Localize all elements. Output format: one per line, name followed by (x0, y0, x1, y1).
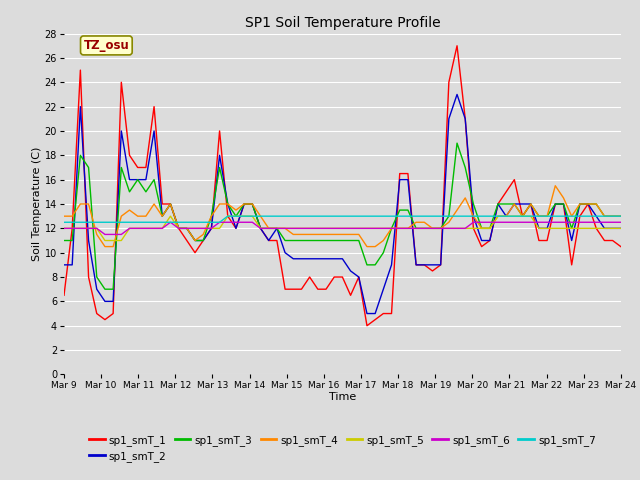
sp1_smT_5 (617, 226, 625, 231)
sp1_smT_7 (166, 219, 174, 225)
sp1_smT_7 (617, 213, 625, 219)
sp1_smT_3 (60, 238, 68, 243)
sp1_smT_2 (609, 226, 616, 231)
sp1_smT_6 (183, 226, 191, 231)
Line: sp1_smT_1: sp1_smT_1 (64, 46, 621, 326)
sp1_smT_1 (166, 201, 174, 207)
sp1_smT_5 (166, 213, 174, 219)
Line: sp1_smT_3: sp1_smT_3 (64, 143, 621, 289)
sp1_smT_1 (150, 104, 158, 109)
Line: sp1_smT_6: sp1_smT_6 (64, 222, 621, 234)
sp1_smT_6 (109, 231, 117, 237)
sp1_smT_5 (609, 226, 616, 231)
Line: sp1_smT_2: sp1_smT_2 (64, 95, 621, 313)
sp1_smT_1 (60, 292, 68, 298)
sp1_smT_6 (502, 219, 510, 225)
sp1_smT_1 (609, 238, 616, 243)
sp1_smT_3 (109, 286, 117, 292)
sp1_smT_2 (453, 92, 461, 97)
sp1_smT_4 (109, 244, 117, 250)
sp1_smT_4 (617, 213, 625, 219)
sp1_smT_7 (388, 213, 396, 219)
Title: SP1 Soil Temperature Profile: SP1 Soil Temperature Profile (244, 16, 440, 30)
sp1_smT_4 (609, 213, 616, 219)
sp1_smT_7 (248, 213, 256, 219)
sp1_smT_7 (224, 213, 232, 219)
sp1_smT_4 (159, 213, 166, 219)
sp1_smT_5 (159, 226, 166, 231)
sp1_smT_1 (101, 317, 109, 323)
sp1_smT_7 (257, 213, 264, 219)
sp1_smT_6 (617, 219, 625, 225)
sp1_smT_2 (388, 262, 396, 268)
sp1_smT_4 (60, 213, 68, 219)
sp1_smT_4 (494, 213, 502, 219)
sp1_smT_3 (388, 226, 396, 231)
sp1_smT_6 (396, 226, 404, 231)
sp1_smT_4 (388, 226, 396, 231)
sp1_smT_3 (101, 286, 109, 292)
sp1_smT_4 (101, 244, 109, 250)
sp1_smT_5 (101, 238, 109, 243)
sp1_smT_3 (175, 226, 182, 231)
sp1_smT_1 (388, 311, 396, 316)
sp1_smT_1 (363, 323, 371, 329)
sp1_smT_1 (453, 43, 461, 48)
sp1_smT_5 (60, 226, 68, 231)
sp1_smT_2 (502, 213, 510, 219)
sp1_smT_2 (150, 128, 158, 134)
sp1_smT_1 (617, 244, 625, 250)
sp1_smT_4 (175, 226, 182, 231)
Line: sp1_smT_7: sp1_smT_7 (64, 216, 621, 222)
sp1_smT_6 (159, 226, 166, 231)
sp1_smT_2 (60, 262, 68, 268)
sp1_smT_3 (453, 140, 461, 146)
sp1_smT_7 (60, 219, 68, 225)
sp1_smT_3 (609, 213, 616, 219)
sp1_smT_2 (101, 299, 109, 304)
sp1_smT_6 (609, 219, 616, 225)
sp1_smT_7 (101, 219, 109, 225)
Line: sp1_smT_4: sp1_smT_4 (64, 186, 621, 247)
Text: TZ_osu: TZ_osu (83, 39, 129, 52)
sp1_smT_2 (166, 201, 174, 207)
sp1_smT_5 (183, 226, 191, 231)
X-axis label: Time: Time (329, 392, 356, 402)
sp1_smT_6 (101, 231, 109, 237)
sp1_smT_3 (502, 201, 510, 207)
sp1_smT_7 (609, 213, 616, 219)
sp1_smT_6 (60, 226, 68, 231)
Line: sp1_smT_5: sp1_smT_5 (64, 216, 621, 240)
sp1_smT_5 (109, 238, 117, 243)
sp1_smT_2 (363, 311, 371, 316)
sp1_smT_3 (159, 213, 166, 219)
sp1_smT_1 (502, 189, 510, 195)
sp1_smT_6 (166, 219, 174, 225)
sp1_smT_5 (502, 213, 510, 219)
Legend: sp1_smT_1, sp1_smT_2, sp1_smT_3, sp1_smT_4, sp1_smT_5, sp1_smT_6, sp1_smT_7: sp1_smT_1, sp1_smT_2, sp1_smT_3, sp1_smT… (84, 431, 600, 466)
sp1_smT_2 (617, 226, 625, 231)
sp1_smT_4 (552, 183, 559, 189)
sp1_smT_5 (396, 226, 404, 231)
sp1_smT_3 (617, 213, 625, 219)
Y-axis label: Soil Temperature (C): Soil Temperature (C) (32, 147, 42, 261)
